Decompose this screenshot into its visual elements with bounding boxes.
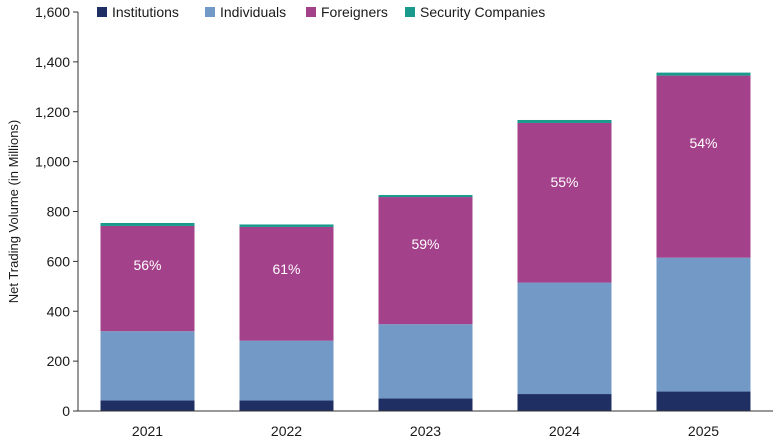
bar-segment-individuals [100,331,195,401]
bar-segment-foreigners [517,122,612,283]
bar-segment-individuals [517,282,612,395]
bar-segment-security-companies [239,224,334,227]
legend-label: Security Companies [420,4,546,20]
y-tick-label: 1,000 [35,154,70,170]
share-annotation: 59% [411,236,439,252]
legend-label: Institutions [112,4,179,20]
y-axis-label: Net Trading Volume (in Millions) [6,120,21,304]
share-annotation: 54% [689,135,717,151]
legend-item: Foreigners [306,4,388,20]
y-tick-label: 200 [47,353,71,369]
y-tick-label: 1,600 [35,4,70,20]
share-annotation: 61% [272,261,300,277]
bar-segment-individuals [656,257,751,392]
bar-segment-security-companies [517,119,612,123]
legend-item: Security Companies [405,4,545,20]
legend-item: Institutions [97,4,179,20]
x-tick-label: 2024 [549,423,580,439]
y-tick-label: 600 [47,253,71,269]
bar-segment-foreigners [239,226,334,341]
bar-segment-foreigners [100,225,195,332]
y-tick-label: 1,200 [35,104,70,120]
bar-segment-security-companies [100,222,195,226]
bar-segment-security-companies [656,72,751,76]
legend-label: Foreigners [321,4,388,20]
legend-swatch [306,7,316,17]
bar-segment-security-companies [378,195,473,198]
x-tick-label: 2021 [132,423,163,439]
legend-swatch [205,7,215,17]
bar-segment-individuals [239,340,334,401]
x-tick-label: 2022 [271,423,302,439]
share-annotation: 56% [133,257,161,273]
y-tick-label: 1,400 [35,54,70,70]
legend-label: Individuals [220,4,287,20]
y-tick-label: 800 [47,204,71,220]
y-tick-label: 0 [62,403,70,419]
legend-swatch [405,7,415,17]
y-tick-label: 400 [47,303,71,319]
legend-swatch [97,7,107,17]
bar-segment-foreigners [378,197,473,325]
x-tick-label: 2023 [410,423,441,439]
bar-segment-institutions [239,400,334,411]
bar-segment-individuals [378,324,473,399]
bar-segment-institutions [100,400,195,411]
legend-item: Individuals [205,4,286,20]
x-tick-label: 2025 [688,423,719,439]
bar-segment-foreigners [656,75,751,258]
bar-segment-institutions [378,398,473,411]
bar-segment-institutions [656,391,751,411]
share-annotation: 55% [550,174,578,190]
bar-segment-institutions [517,394,612,411]
